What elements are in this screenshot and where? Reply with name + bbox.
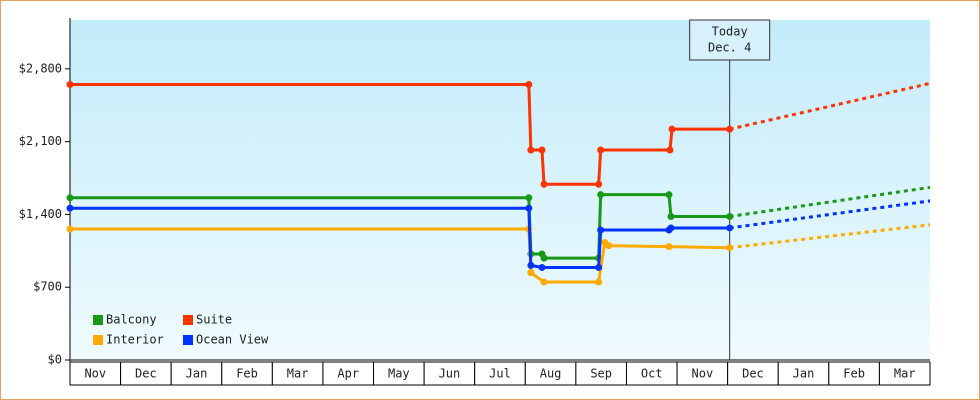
x-tick-label: Sep xyxy=(590,367,612,381)
x-tick-label: Dec xyxy=(742,367,764,381)
x-tick-label: Jan xyxy=(793,367,815,381)
price-point xyxy=(597,146,605,154)
x-tick-label: Jun xyxy=(439,367,461,381)
y-tick-label: $2,800 xyxy=(19,61,62,75)
x-tick-label: Mar xyxy=(894,367,916,381)
price-point xyxy=(726,244,734,252)
x-tick-label: Nov xyxy=(692,367,714,381)
legend-swatch xyxy=(93,315,103,325)
legend-swatch xyxy=(183,335,193,345)
price-point xyxy=(595,278,603,286)
price-point xyxy=(667,224,675,232)
x-tick-label: Nov xyxy=(84,367,106,381)
price-point xyxy=(726,125,734,133)
today-label: Today xyxy=(712,25,748,39)
plot-area xyxy=(70,20,930,360)
price-point xyxy=(597,191,605,199)
price-point xyxy=(595,180,603,188)
projected-line xyxy=(729,223,931,250)
x-tick-label: Aug xyxy=(540,367,562,381)
price-point xyxy=(527,146,535,154)
price-point xyxy=(538,146,546,154)
price-point xyxy=(540,180,548,188)
price-point xyxy=(540,278,548,286)
x-tick-label: May xyxy=(388,367,410,381)
today-box xyxy=(689,19,771,61)
price-point xyxy=(595,263,603,271)
price-point xyxy=(668,125,676,133)
price-line xyxy=(70,82,730,186)
price-point xyxy=(667,213,675,221)
x-tick-label: Jul xyxy=(489,367,511,381)
price-point xyxy=(525,204,533,212)
price-point xyxy=(66,194,74,202)
price-point xyxy=(66,204,74,212)
legend-label: Balcony xyxy=(106,313,157,327)
legend-swatch xyxy=(183,315,193,325)
price-point xyxy=(665,243,673,251)
price-point xyxy=(665,191,673,199)
price-point xyxy=(540,254,548,262)
price-point xyxy=(538,263,546,271)
price-point xyxy=(66,80,74,88)
legend-swatch xyxy=(93,335,103,345)
price-point xyxy=(605,242,613,250)
x-tick-label: Feb xyxy=(236,367,258,381)
price-point xyxy=(726,224,734,232)
projected-line xyxy=(729,81,931,131)
legend-label: Interior xyxy=(106,333,164,347)
price-point xyxy=(525,80,533,88)
price-point xyxy=(525,194,533,202)
price-point xyxy=(666,146,674,154)
y-tick-label: $1,400 xyxy=(19,207,62,221)
x-category-box xyxy=(878,361,931,386)
y-tick-label: $700 xyxy=(33,280,62,294)
projected-line xyxy=(729,185,931,218)
x-tick-label: Feb xyxy=(843,367,865,381)
x-tick-label: Apr xyxy=(337,367,359,381)
legend-label: Suite xyxy=(196,313,232,327)
y-tick-label: $2,100 xyxy=(19,134,62,148)
today-label: Dec. 4 xyxy=(708,41,751,55)
price-point xyxy=(597,226,605,234)
x-tick-label: Dec xyxy=(135,367,157,381)
price-point xyxy=(726,213,734,221)
projected-line xyxy=(729,199,931,230)
price-point xyxy=(527,269,535,277)
x-tick-label: Oct xyxy=(641,367,663,381)
price-point xyxy=(66,225,74,233)
x-tick-label: Mar xyxy=(287,367,309,381)
legend-label: Ocean View xyxy=(196,333,269,347)
y-tick-label: $0 xyxy=(48,353,62,367)
price-point xyxy=(527,261,535,269)
x-tick-label: Jan xyxy=(186,367,208,381)
